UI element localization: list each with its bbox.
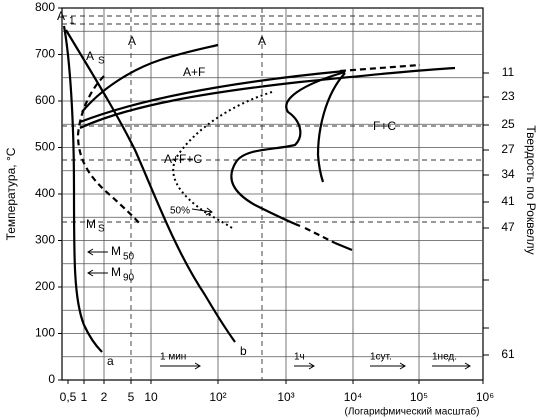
x-tick-label: 10 xyxy=(144,390,158,404)
annotation: A+F+C xyxy=(164,152,202,166)
annotation: A+F xyxy=(183,65,205,79)
time-arrow xyxy=(294,362,315,370)
annotation: A xyxy=(258,34,266,48)
x-tick-label: 10² xyxy=(209,390,226,404)
y-tick-label: 100 xyxy=(35,326,55,340)
x-tick-label: 10⁶ xyxy=(476,390,494,404)
y-tick-label: 0 xyxy=(48,372,55,386)
time-mark: 1нед. xyxy=(432,352,457,363)
y-tick-label: 300 xyxy=(35,233,55,247)
time-mark: 1сут. xyxy=(370,352,392,363)
right-tick-label: 27 xyxy=(501,142,515,156)
right-tick-label: 34 xyxy=(501,167,515,181)
nose-dashed xyxy=(304,227,336,244)
y-tick-label: 400 xyxy=(35,186,55,200)
annotation: A xyxy=(128,34,136,48)
annotation: A xyxy=(86,49,94,63)
annotation: M xyxy=(111,244,121,258)
grid xyxy=(61,7,484,381)
y-axis-title: Температура, °C xyxy=(4,147,18,240)
x-tick-label: 10⁴ xyxy=(344,390,363,404)
time-arrow xyxy=(370,362,406,370)
arrow xyxy=(191,207,213,216)
y-tick-label: 600 xyxy=(35,93,55,107)
annotation: M xyxy=(111,265,121,279)
right-tick-label: 25 xyxy=(501,117,515,131)
time-mark: 1 мин xyxy=(160,352,186,363)
curve-b xyxy=(65,29,236,343)
curve-50 xyxy=(172,91,273,229)
nose-end xyxy=(334,241,353,252)
x-tick-label: 0,5 xyxy=(60,390,77,404)
right-tick-label: 23 xyxy=(501,89,515,103)
y-tick-label: 800 xyxy=(35,0,55,14)
annotation: a xyxy=(107,354,114,368)
nose-curve xyxy=(230,70,346,228)
time-arrow xyxy=(160,362,201,370)
annotation: 50% xyxy=(170,206,190,217)
x-tick-label: 5 xyxy=(128,390,135,404)
right-tick-label: 61 xyxy=(501,347,515,361)
x-tick-label: 2 xyxy=(101,390,108,404)
right-tick-label: 11 xyxy=(502,65,515,79)
right-axis-title: Твердость по Роквеллу xyxy=(524,125,538,254)
annotation: M xyxy=(86,217,96,231)
annotation: 90 xyxy=(123,273,135,284)
annotation: b xyxy=(240,344,247,358)
annotation: A xyxy=(57,9,65,23)
annotation: F+C xyxy=(373,119,396,133)
y-tick-label: 700 xyxy=(35,47,55,61)
annotation: 50 xyxy=(123,252,135,263)
x-tick-label: 10⁵ xyxy=(410,390,428,404)
curve-a xyxy=(62,25,103,353)
arrow xyxy=(87,248,108,256)
time-mark: 1ч xyxy=(294,352,305,363)
x-tick-label: 1 xyxy=(81,390,88,404)
y-tick-label: 200 xyxy=(35,279,55,293)
x-axis-caption: (Логарифмический масштаб) xyxy=(345,406,480,418)
pearlite-start xyxy=(79,66,456,129)
annotation: 1 xyxy=(69,16,75,27)
y-tick-label: 500 xyxy=(35,140,55,154)
curves xyxy=(62,25,456,353)
labels: 0 100 200 300 400 500 600 700 800 Температура, °C… xyxy=(4,0,538,417)
pearlite-upper xyxy=(79,69,346,124)
x-tick-label: 10³ xyxy=(277,390,294,404)
annotation: S xyxy=(98,224,105,235)
ferrite-start xyxy=(81,43,219,113)
arrow xyxy=(87,269,108,277)
annotation: S xyxy=(98,56,105,67)
right-tick-label: 41 xyxy=(501,194,515,208)
finish-curve xyxy=(316,72,346,183)
pearlite-dashed xyxy=(339,63,421,73)
time-arrow xyxy=(432,362,471,370)
right-tick-label: 47 xyxy=(501,220,515,234)
